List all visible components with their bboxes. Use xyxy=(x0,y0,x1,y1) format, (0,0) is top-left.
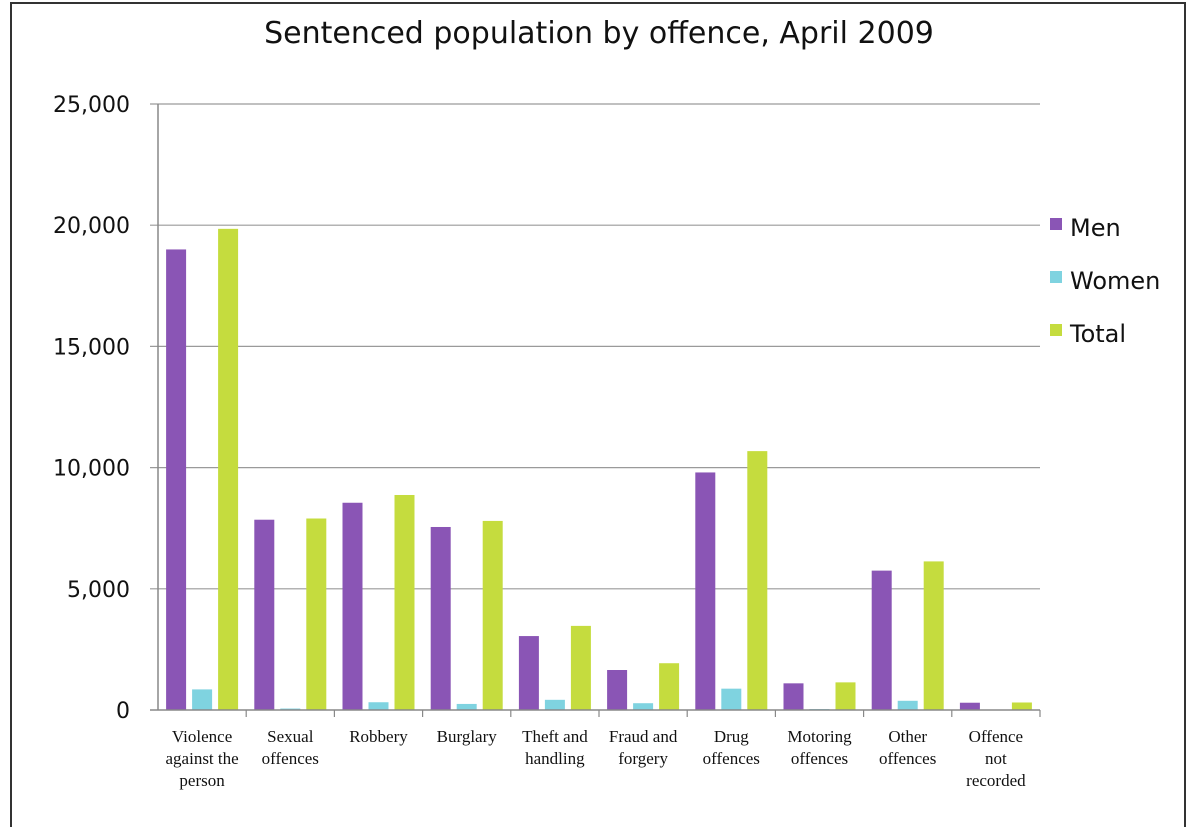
legend-swatch-men xyxy=(1050,218,1062,230)
chart-frame xyxy=(10,2,1186,827)
bar-women xyxy=(897,700,918,710)
chart-title: Sentenced population by offence, April 2… xyxy=(264,16,934,51)
bar-women xyxy=(192,689,213,710)
x-category-label: Drug offences xyxy=(703,727,760,768)
bar-total xyxy=(747,451,768,710)
y-tick-label: 20,000 xyxy=(53,214,130,239)
x-category-label: Violence against the person xyxy=(166,727,239,790)
bar-women xyxy=(633,703,654,710)
legend-label-men: Men xyxy=(1070,214,1121,242)
x-category-label: Sexual offences xyxy=(262,727,319,768)
bar-men xyxy=(607,670,628,710)
bar-total xyxy=(570,625,591,710)
y-tick-label: 5,000 xyxy=(67,578,130,603)
x-category-label: Motoring offences xyxy=(787,727,852,768)
bar-total xyxy=(659,663,680,710)
legend-label-total: Total xyxy=(1069,320,1126,348)
x-category-label: Other offences xyxy=(879,727,936,768)
bar-women xyxy=(721,688,742,710)
bar-women xyxy=(544,699,565,710)
y-tick-label: 0 xyxy=(116,699,130,724)
bar-women xyxy=(456,703,477,710)
x-category-label: Fraud and forgery xyxy=(609,727,678,768)
bar-total xyxy=(394,494,415,710)
bar-men xyxy=(342,502,363,710)
bar-total xyxy=(835,682,856,710)
legend-swatch-total xyxy=(1050,324,1062,336)
bar-total xyxy=(923,561,944,710)
bar-men xyxy=(959,702,980,710)
y-tick-label: 25,000 xyxy=(53,93,130,118)
bar-women xyxy=(368,702,389,710)
x-category-label: Theft and handling xyxy=(522,727,588,768)
bar-men xyxy=(783,683,804,710)
bar-total xyxy=(1011,702,1032,710)
x-category-label: Robbery xyxy=(349,727,408,746)
bar-total xyxy=(218,228,239,710)
legend-swatch-women xyxy=(1050,271,1062,283)
bar-men xyxy=(254,519,275,710)
bar-total xyxy=(306,518,327,710)
y-tick-label: 10,000 xyxy=(53,457,130,482)
bar-men xyxy=(518,636,539,710)
x-category-label: Offence not recorded xyxy=(966,727,1026,790)
bar-men xyxy=(430,526,451,710)
bar-men xyxy=(871,570,892,710)
bar-men xyxy=(166,249,187,710)
legend-label-women: Women xyxy=(1070,267,1160,295)
y-tick-label: 15,000 xyxy=(53,335,130,360)
bar-total xyxy=(482,520,503,710)
x-category-label: Burglary xyxy=(437,727,498,746)
bar-men xyxy=(695,472,716,710)
